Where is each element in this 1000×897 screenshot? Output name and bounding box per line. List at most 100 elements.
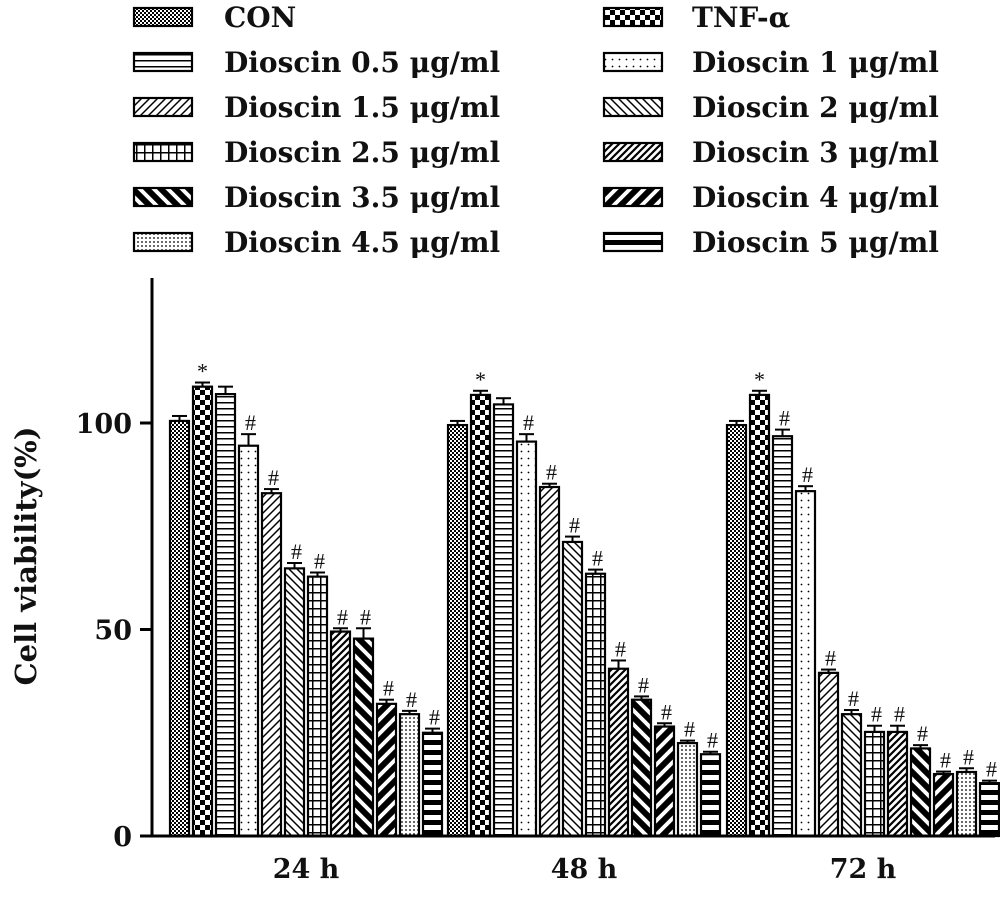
bar <box>748 393 771 838</box>
bar <box>492 403 515 838</box>
bar <box>630 698 653 838</box>
significance-hash: # <box>871 702 882 727</box>
legend-swatch <box>602 96 664 118</box>
legend-item: Dioscin 3 μg/ml <box>602 136 939 169</box>
bar <box>886 730 909 838</box>
significance-asterisk: * <box>197 359 208 384</box>
bar <box>214 392 237 838</box>
legend-swatch <box>602 6 664 28</box>
legend-label: Dioscin 2 μg/ml <box>692 91 939 124</box>
x-tick-label: 24 h <box>273 854 340 885</box>
significance-hash: # <box>661 699 672 724</box>
bar <box>469 393 492 838</box>
bar-group: * # # # # # # # # # # <box>725 367 1000 838</box>
legend-swatch <box>132 186 194 208</box>
significance-hash: # <box>848 686 859 711</box>
legend-item: Dioscin 1 μg/ml <box>602 46 939 79</box>
bar <box>446 423 469 838</box>
x-tick-label: 72 h <box>830 854 897 885</box>
significance-hash: # <box>429 705 440 730</box>
significance-hash: # <box>314 549 325 574</box>
legend-item: Dioscin 0.5 μg/ml <box>132 46 500 79</box>
significance-hash: # <box>684 717 695 742</box>
legend-swatch <box>132 141 194 163</box>
legend-swatch <box>602 186 664 208</box>
significance-hash: # <box>940 748 951 773</box>
bar <box>725 423 748 838</box>
significance-hash: # <box>360 604 371 629</box>
significance-hash: # <box>779 406 790 431</box>
significance-hash: # <box>802 462 813 487</box>
legend-label: Dioscin 0.5 μg/ml <box>224 46 500 79</box>
bar <box>584 572 607 838</box>
bar <box>863 730 886 838</box>
bar <box>375 702 398 838</box>
bar <box>840 713 863 838</box>
legend: CON TNF-α Dioscin 0.5 μg/ml Dioscin 1 μg/ml… <box>132 1 939 259</box>
significance-hash: # <box>707 728 718 753</box>
legend-swatch <box>602 231 664 253</box>
legend-label: TNF-α <box>692 1 790 34</box>
significance-hash: # <box>383 676 394 701</box>
legend-item: Dioscin 4 μg/ml <box>602 181 939 214</box>
legend-swatch <box>132 6 194 28</box>
bar <box>771 435 794 838</box>
legend-item: Dioscin 2.5 μg/ml <box>132 136 500 169</box>
legend-label: Dioscin 5 μg/ml <box>692 226 939 259</box>
significance-asterisk: * <box>475 367 486 392</box>
bar <box>607 667 630 838</box>
y-tick-label: 100 <box>76 409 132 440</box>
bar <box>538 485 561 838</box>
bar <box>191 385 214 838</box>
significance-hash: # <box>825 646 836 671</box>
legend-swatch <box>602 51 664 73</box>
legend-item: CON <box>132 1 296 34</box>
significance-hash: # <box>917 721 928 746</box>
bar-group: * # # # # # # # # # <box>446 367 722 838</box>
legend-swatch <box>132 231 194 253</box>
bar <box>168 419 191 838</box>
legend-label: Dioscin 3 μg/ml <box>692 136 939 169</box>
significance-asterisk: * <box>754 367 765 392</box>
significance-hash: # <box>592 546 603 571</box>
bar <box>260 492 283 838</box>
x-tick-label: 48 h <box>551 854 618 885</box>
legend-item: Dioscin 4.5 μg/ml <box>132 226 500 259</box>
bar-group: * # # # # # # # # # <box>168 359 444 838</box>
significance-hash: # <box>546 460 557 485</box>
bar <box>676 741 699 838</box>
significance-hash: # <box>268 465 279 490</box>
y-axis-label: Cell viability(%) <box>9 427 43 686</box>
y-tick-label: 50 <box>94 616 132 647</box>
significance-hash: # <box>569 513 580 538</box>
legend-label: Dioscin 2.5 μg/ml <box>224 136 500 169</box>
bar <box>515 440 538 838</box>
y-tick-label: 0 <box>113 822 132 853</box>
bar <box>352 637 375 838</box>
legend-item: Dioscin 2 μg/ml <box>602 91 939 124</box>
bar <box>653 725 676 838</box>
significance-hash: # <box>615 636 626 661</box>
significance-hash: # <box>963 744 974 769</box>
significance-hash: # <box>406 687 417 712</box>
bar <box>561 540 584 838</box>
legend-label: Dioscin 3.5 μg/ml <box>224 181 500 214</box>
bar <box>283 567 306 838</box>
bar <box>699 753 722 838</box>
y-axis: 0 50 100 <box>76 278 154 853</box>
bar <box>932 772 955 838</box>
significance-hash: # <box>523 410 534 435</box>
bar <box>817 671 840 838</box>
legend-item: Dioscin 1.5 μg/ml <box>132 91 500 124</box>
legend-swatch <box>132 96 194 118</box>
legend-label: Dioscin 4.5 μg/ml <box>224 226 500 259</box>
bar <box>398 713 421 838</box>
bar <box>329 630 352 838</box>
bar <box>421 731 444 838</box>
significance-hash: # <box>291 539 302 564</box>
legend-item: Dioscin 5 μg/ml <box>602 226 939 259</box>
bar <box>237 444 260 838</box>
legend-swatch <box>132 51 194 73</box>
x-axis: 24 h 48 h 72 h <box>150 834 995 885</box>
